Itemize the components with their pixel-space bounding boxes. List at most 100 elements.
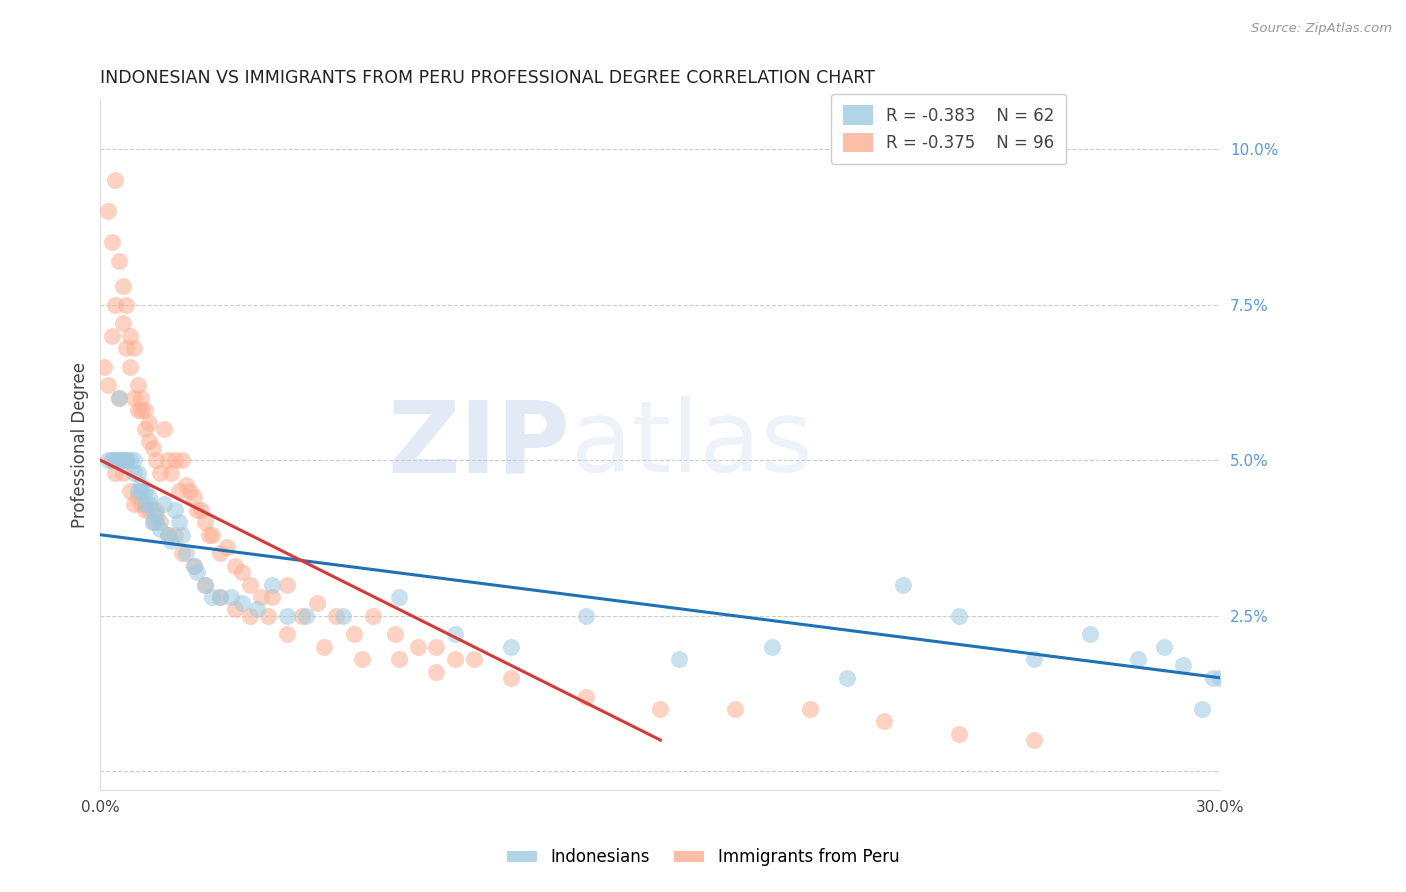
Point — [891, 577, 914, 591]
Point — [183, 558, 205, 573]
Point — [93, 359, 115, 374]
Point — [384, 627, 406, 641]
Point — [97, 204, 120, 219]
Point — [104, 297, 127, 311]
Point — [134, 422, 156, 436]
Point — [1078, 627, 1101, 641]
Point — [104, 453, 127, 467]
Point — [650, 702, 672, 716]
Point — [115, 297, 138, 311]
Point — [104, 466, 127, 480]
Point — [138, 503, 160, 517]
Point — [208, 590, 231, 604]
Point — [190, 503, 212, 517]
Point — [108, 453, 131, 467]
Legend: R = -0.383    N = 62, R = -0.375    N = 96: R = -0.383 N = 62, R = -0.375 N = 96 — [831, 94, 1067, 164]
Point — [100, 453, 122, 467]
Point — [142, 503, 165, 517]
Point — [208, 546, 231, 560]
Point — [1128, 652, 1150, 666]
Point — [111, 278, 134, 293]
Point — [127, 484, 149, 499]
Point — [156, 453, 179, 467]
Point — [1202, 671, 1225, 685]
Point — [153, 497, 176, 511]
Point — [127, 491, 149, 505]
Point — [156, 527, 179, 541]
Legend: Indonesians, Immigrants from Peru: Indonesians, Immigrants from Peru — [501, 842, 905, 873]
Point — [108, 391, 131, 405]
Point — [145, 453, 167, 467]
Point — [724, 702, 747, 716]
Point — [208, 590, 231, 604]
Point — [127, 378, 149, 392]
Point — [160, 533, 183, 548]
Point — [425, 665, 447, 679]
Point — [217, 540, 239, 554]
Point — [111, 466, 134, 480]
Point — [160, 466, 183, 480]
Point — [127, 466, 149, 480]
Point — [149, 466, 172, 480]
Point — [104, 173, 127, 187]
Point — [1209, 671, 1232, 685]
Point — [948, 727, 970, 741]
Point — [305, 596, 328, 610]
Point — [163, 527, 186, 541]
Point — [388, 652, 411, 666]
Point — [179, 484, 201, 499]
Point — [388, 590, 411, 604]
Point — [276, 608, 298, 623]
Point — [134, 403, 156, 417]
Point — [145, 516, 167, 530]
Point — [111, 453, 134, 467]
Point — [108, 453, 131, 467]
Point — [1022, 652, 1045, 666]
Y-axis label: Professional Degree: Professional Degree — [72, 361, 89, 527]
Point — [1153, 640, 1175, 654]
Point — [142, 516, 165, 530]
Point — [343, 627, 366, 641]
Point — [120, 328, 142, 343]
Point — [115, 453, 138, 467]
Point — [131, 478, 153, 492]
Point — [134, 497, 156, 511]
Point — [174, 546, 197, 560]
Point — [276, 627, 298, 641]
Point — [425, 640, 447, 654]
Point — [325, 608, 347, 623]
Point — [224, 602, 246, 616]
Point — [138, 416, 160, 430]
Point — [172, 527, 194, 541]
Point — [250, 590, 273, 604]
Point — [332, 608, 354, 623]
Point — [108, 254, 131, 268]
Point — [224, 558, 246, 573]
Point — [257, 608, 280, 623]
Point — [276, 577, 298, 591]
Point — [668, 652, 690, 666]
Point — [499, 640, 522, 654]
Point — [1022, 733, 1045, 747]
Point — [499, 671, 522, 685]
Point — [201, 590, 224, 604]
Point — [201, 527, 224, 541]
Point — [149, 516, 172, 530]
Text: INDONESIAN VS IMMIGRANTS FROM PERU PROFESSIONAL DEGREE CORRELATION CHART: INDONESIAN VS IMMIGRANTS FROM PERU PROFE… — [100, 69, 875, 87]
Point — [873, 714, 896, 729]
Point — [575, 690, 598, 704]
Point — [262, 577, 284, 591]
Point — [799, 702, 821, 716]
Point — [174, 478, 197, 492]
Point — [138, 491, 160, 505]
Point — [197, 527, 219, 541]
Text: Source: ZipAtlas.com: Source: ZipAtlas.com — [1251, 22, 1392, 36]
Point — [1171, 658, 1194, 673]
Point — [294, 608, 316, 623]
Point — [97, 453, 120, 467]
Point — [108, 453, 131, 467]
Point — [145, 503, 167, 517]
Point — [186, 565, 208, 579]
Text: atlas: atlas — [571, 396, 813, 493]
Point — [350, 652, 373, 666]
